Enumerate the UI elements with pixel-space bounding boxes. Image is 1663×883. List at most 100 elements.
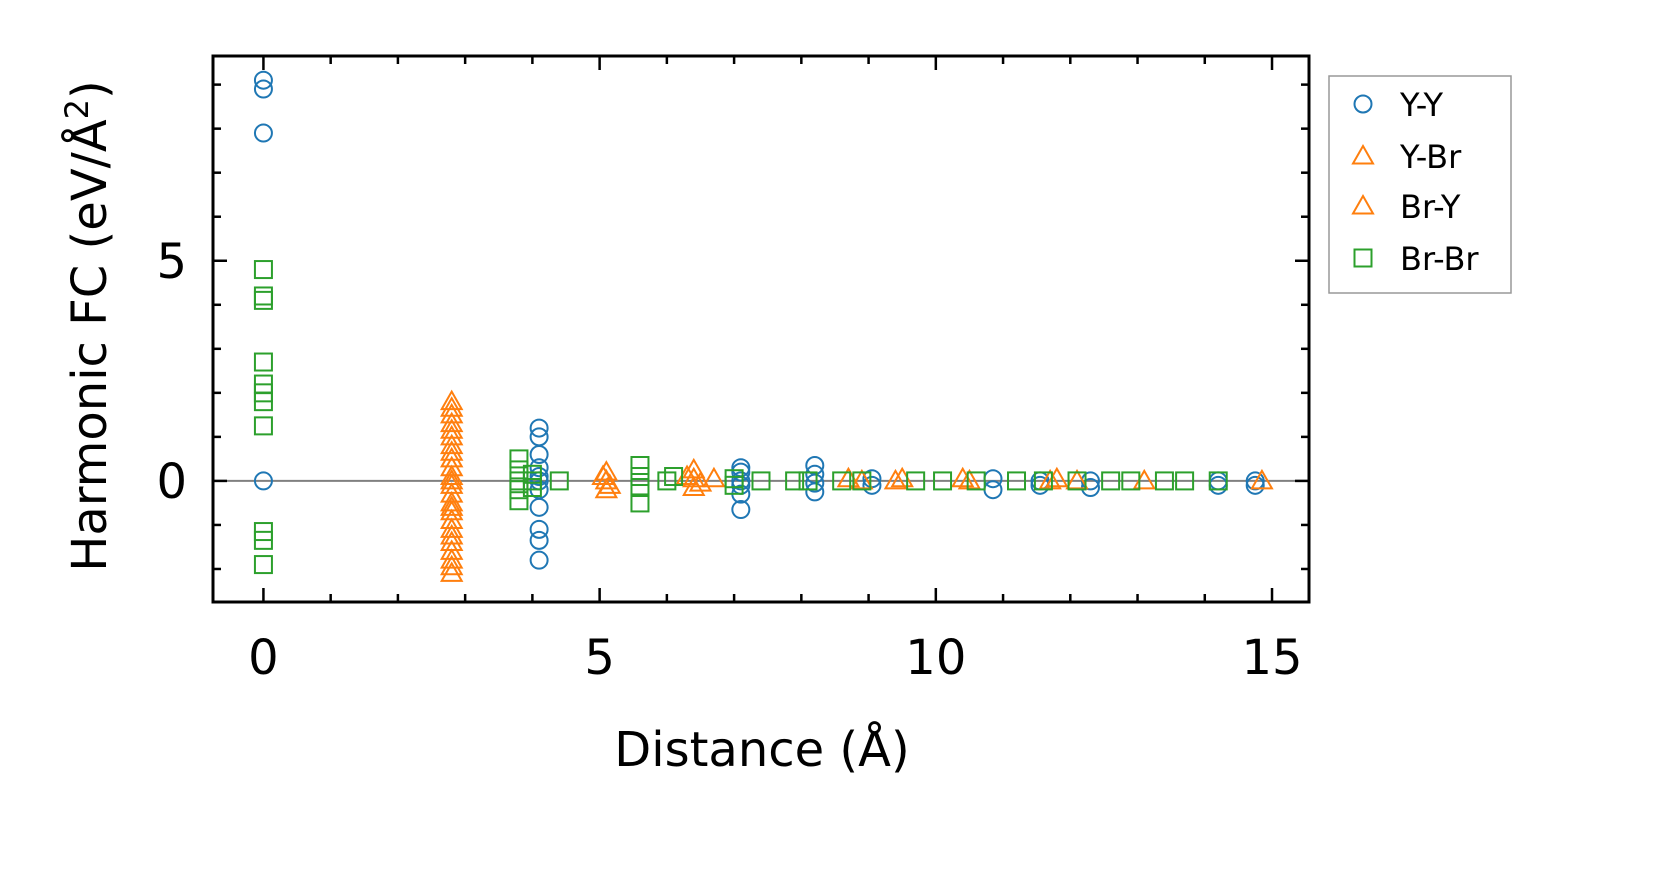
point-br-br-39 <box>1101 471 1121 491</box>
legend-marker-y-br <box>1351 143 1375 165</box>
point-br-br-34 <box>933 471 953 491</box>
point-br-br-31 <box>832 471 852 491</box>
point-y-y-26 <box>862 475 882 495</box>
y-axis-label-main: Harmonic FC (eV/Å <box>61 119 118 572</box>
data-markers <box>253 70 1274 582</box>
point-br-br-11 <box>509 449 529 469</box>
point-br-br-30 <box>798 471 818 491</box>
series-y-y <box>253 70 1265 570</box>
point-br-br-18 <box>522 478 542 498</box>
x-tick-labels: 0 5 10 15 <box>248 630 1302 686</box>
point-br-br-40 <box>1121 471 1141 491</box>
x-axis-label: Distance (Å) <box>614 721 909 778</box>
point-y-br-1 <box>439 402 464 424</box>
y-tick-labels: 0 5 <box>156 234 187 510</box>
point-br-y-3 <box>439 468 464 490</box>
legend-marker-br-br <box>1353 248 1373 268</box>
point-y-y-17 <box>731 471 751 491</box>
point-y-y-0 <box>253 70 273 90</box>
point-y-br-16 <box>439 548 464 569</box>
major-ticks <box>213 56 1309 602</box>
point-y-br-13 <box>439 517 464 538</box>
point-y-br-15 <box>439 539 464 560</box>
plot-frame <box>211 54 1311 604</box>
point-br-br-21 <box>630 467 650 487</box>
point-y-y-8 <box>529 467 549 487</box>
x-tick-label-0: 0 <box>248 630 279 686</box>
point-br-br-20 <box>630 456 650 475</box>
point-br-br-12 <box>509 460 529 480</box>
legend: Y-Y Y-Br Br-Y Br-Br <box>1328 75 1512 294</box>
point-br-br-24 <box>657 471 677 491</box>
y-axis-label: Harmonic FC (eV/Å2) <box>58 80 118 572</box>
point-br-br-32 <box>852 471 872 491</box>
point-y-y-6 <box>529 444 549 464</box>
point-y-br-23 <box>682 475 706 497</box>
point-br-y-4 <box>439 495 464 516</box>
series-y-br <box>439 389 1274 582</box>
x-tick-label-10: 10 <box>905 630 966 686</box>
point-br-br-22 <box>630 478 650 498</box>
point-br-br-37 <box>1033 471 1053 491</box>
point-br-y-11 <box>702 466 726 488</box>
point-y-br-4 <box>439 433 464 455</box>
point-y-y-4 <box>529 418 549 438</box>
point-y-y-2 <box>253 123 273 143</box>
x-tick-label-5: 5 <box>584 630 615 686</box>
y-tick-label-5: 5 <box>156 234 187 290</box>
point-br-br-15 <box>509 491 529 511</box>
point-br-br-35 <box>966 471 986 491</box>
point-br-br-27 <box>724 475 744 495</box>
point-br-y-7 <box>591 464 615 486</box>
point-br-y-2 <box>439 440 464 461</box>
point-br-br-6 <box>253 392 273 412</box>
legend-label-br-br: Br-Br <box>1400 240 1479 278</box>
point-y-y-1 <box>253 79 273 99</box>
point-br-y-0 <box>439 396 464 417</box>
x-tick-label-15: 15 <box>1241 630 1302 686</box>
legend-label-y-y: Y-Y <box>1399 86 1444 124</box>
legend-marker-y-y <box>1353 94 1373 114</box>
point-br-br-41 <box>1154 471 1174 491</box>
y-axis-label-close: ) <box>62 80 118 99</box>
point-y-y-14 <box>529 550 549 570</box>
point-y-y-36 <box>1245 475 1265 495</box>
point-y-y-12 <box>529 519 549 539</box>
y-axis-label-superscript: 2 <box>58 99 96 119</box>
point-br-br-0 <box>253 260 273 280</box>
y-tick-label-0: 0 <box>156 454 187 510</box>
point-br-br-23 <box>630 493 650 513</box>
point-br-y-1 <box>439 418 464 439</box>
point-br-br-29 <box>785 471 805 491</box>
series-br-br <box>253 260 1228 575</box>
point-y-br-3 <box>439 424 464 446</box>
point-y-br-29 <box>1250 468 1274 490</box>
point-br-br-42 <box>1175 471 1195 491</box>
point-br-br-7 <box>253 416 273 436</box>
point-y-y-7 <box>529 458 549 478</box>
point-br-br-19 <box>549 471 569 491</box>
point-y-y-3 <box>253 471 273 491</box>
point-br-br-3 <box>253 352 273 372</box>
point-br-br-36 <box>1007 471 1027 491</box>
point-br-br-33 <box>906 471 926 491</box>
point-br-y-8 <box>597 473 622 494</box>
point-y-y-11 <box>529 497 549 517</box>
point-br-y-6 <box>439 554 464 576</box>
legend-markers <box>1351 94 1375 268</box>
point-br-br-38 <box>1067 471 1087 491</box>
point-br-y-13 <box>883 468 908 490</box>
point-y-y-16 <box>731 462 751 482</box>
point-y-y-23 <box>805 473 825 493</box>
point-y-br-2 <box>439 411 464 433</box>
point-y-br-0 <box>439 389 464 411</box>
point-br-br-10 <box>253 555 273 575</box>
point-y-br-12 <box>439 508 464 530</box>
point-br-br-25 <box>664 467 684 487</box>
legend-label-y-br: Y-Br <box>1399 138 1462 176</box>
point-br-y-5 <box>439 523 464 545</box>
point-y-y-24 <box>805 482 825 502</box>
point-y-br-17 <box>439 561 464 582</box>
legend-marker-br-y <box>1351 193 1375 215</box>
